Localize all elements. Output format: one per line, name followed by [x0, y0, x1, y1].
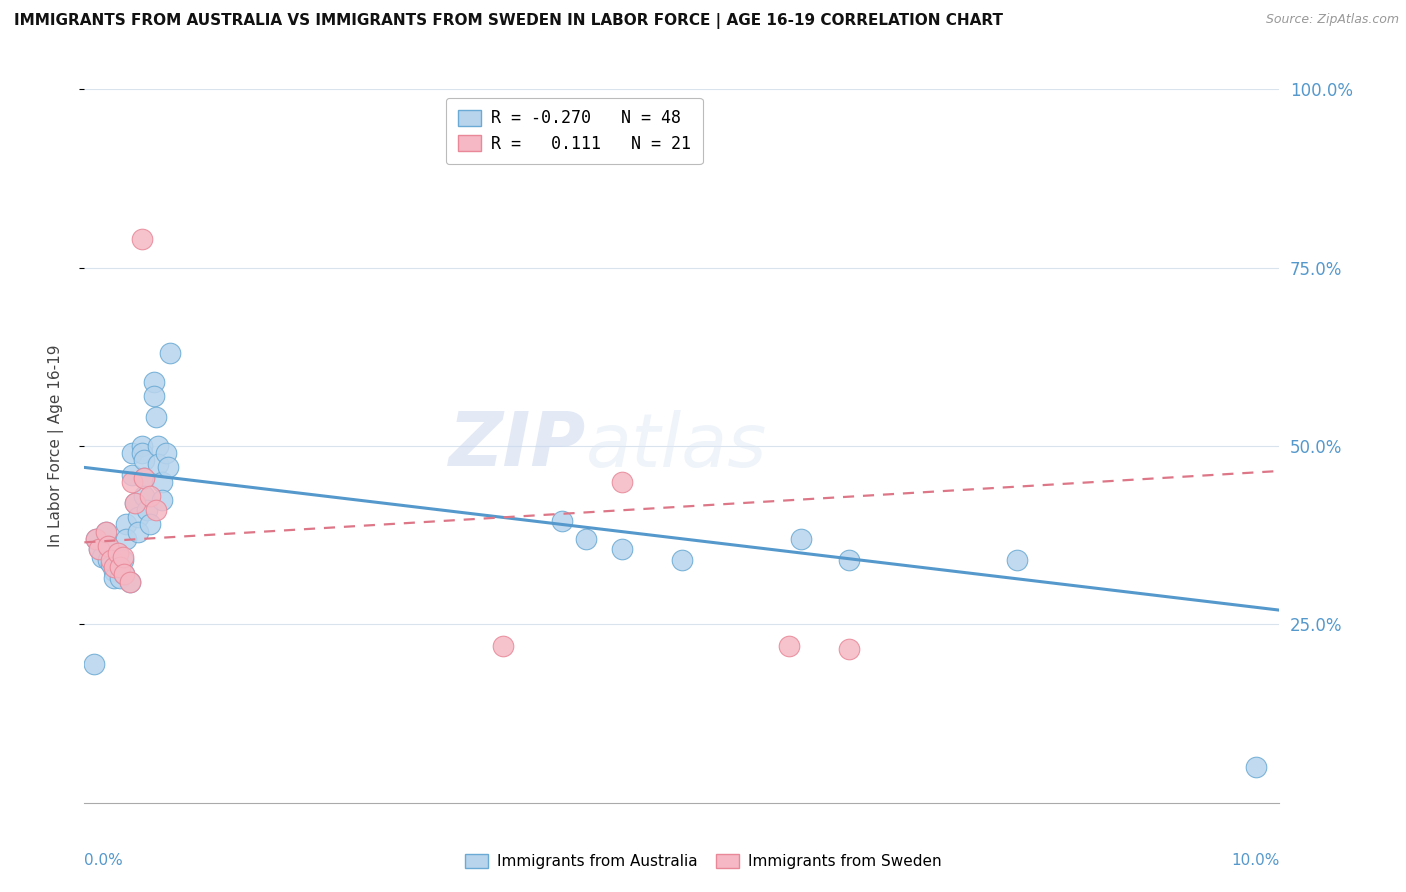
Point	[139, 489, 162, 503]
Point	[110, 560, 132, 574]
Point	[91, 549, 114, 564]
Point	[100, 557, 122, 571]
Text: 0.0%: 0.0%	[84, 853, 124, 868]
Legend: R = -0.270   N = 48, R =   0.111   N = 21: R = -0.270 N = 48, R = 0.111 N = 21	[446, 97, 703, 164]
Text: Source: ZipAtlas.com: Source: ZipAtlas.com	[1265, 13, 1399, 27]
Point	[142, 389, 165, 403]
Point	[1005, 553, 1028, 567]
Point	[87, 542, 110, 557]
Point	[155, 446, 177, 460]
Point	[610, 475, 633, 489]
Point	[131, 446, 153, 460]
Point	[127, 510, 149, 524]
Point	[131, 232, 153, 246]
Point	[115, 532, 138, 546]
Point	[610, 542, 633, 557]
Point	[121, 446, 143, 460]
Point	[671, 553, 693, 567]
Point	[132, 471, 156, 485]
Point	[118, 574, 141, 589]
Text: IMMIGRANTS FROM AUSTRALIA VS IMMIGRANTS FROM SWEDEN IN LABOR FORCE | AGE 16-19 C: IMMIGRANTS FROM AUSTRALIA VS IMMIGRANTS …	[14, 13, 1002, 29]
Point	[121, 467, 143, 482]
Y-axis label: In Labor Force | Age 16-19: In Labor Force | Age 16-19	[48, 344, 63, 548]
Point	[838, 642, 860, 657]
Point	[127, 524, 149, 539]
Point	[103, 564, 125, 578]
Point	[157, 460, 180, 475]
Point	[139, 517, 162, 532]
Point	[779, 639, 801, 653]
Point	[112, 567, 135, 582]
Point	[103, 571, 125, 585]
Point	[107, 546, 129, 560]
Point	[118, 574, 141, 589]
Point	[112, 567, 135, 582]
Point	[145, 410, 167, 425]
Point	[132, 453, 156, 467]
Point	[838, 553, 860, 567]
Text: ZIP: ZIP	[449, 409, 586, 483]
Point	[111, 549, 134, 564]
Point	[145, 503, 167, 517]
Point	[150, 475, 173, 489]
Point	[150, 492, 173, 507]
Legend: Immigrants from Australia, Immigrants from Sweden: Immigrants from Australia, Immigrants fr…	[458, 847, 948, 875]
Point	[159, 346, 181, 360]
Point	[1244, 760, 1267, 774]
Point	[100, 553, 122, 567]
Point	[115, 517, 138, 532]
Point	[83, 657, 105, 671]
Point	[551, 514, 574, 528]
Point	[492, 639, 515, 653]
Point	[103, 560, 125, 574]
Point	[97, 539, 120, 553]
Text: 10.0%: 10.0%	[1232, 853, 1279, 868]
Point	[132, 489, 156, 503]
Point	[94, 524, 117, 539]
Point	[110, 571, 132, 585]
Point	[97, 539, 120, 553]
Point	[121, 475, 143, 489]
Point	[94, 524, 117, 539]
Point	[124, 496, 146, 510]
Text: atlas: atlas	[586, 410, 768, 482]
Point	[148, 439, 170, 453]
Point	[110, 560, 132, 574]
Point	[142, 375, 165, 389]
Point	[107, 546, 129, 560]
Point	[86, 532, 108, 546]
Point	[131, 439, 153, 453]
Point	[575, 532, 598, 546]
Point	[790, 532, 813, 546]
Point	[132, 471, 156, 485]
Point	[148, 457, 170, 471]
Point	[111, 553, 134, 567]
Point	[97, 553, 120, 567]
Point	[124, 496, 146, 510]
Point	[87, 542, 110, 557]
Point	[135, 503, 157, 517]
Point	[86, 532, 108, 546]
